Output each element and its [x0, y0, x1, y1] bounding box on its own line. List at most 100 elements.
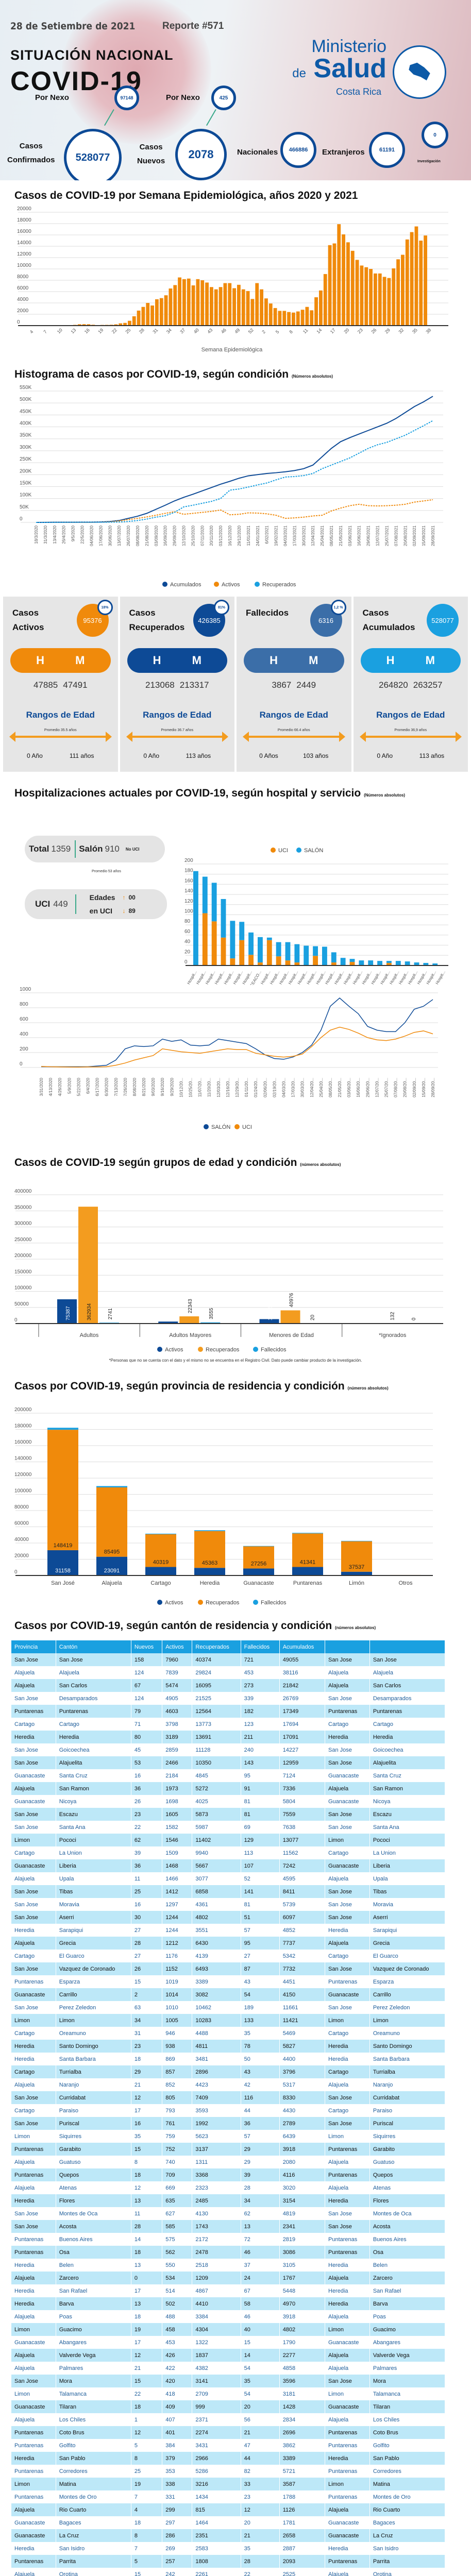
table-cell: 4430: [279, 2104, 326, 2117]
table-cell: 8: [131, 2452, 163, 2465]
hosp-bar-salón: [211, 883, 217, 922]
table-cell: Limon: [56, 2014, 131, 2027]
weekly-bar: [314, 297, 318, 326]
table-cell: Turrialba: [56, 2065, 131, 2078]
table-cell: Puntarenas: [325, 2246, 370, 2259]
weekly-bar: [241, 289, 245, 326]
table-cell: 56: [241, 2413, 280, 2426]
y-tick-label: 80: [184, 919, 191, 924]
weekly-bar: [119, 323, 123, 326]
table-cell: 22: [241, 2568, 280, 2576]
table-cell: 1509: [162, 1846, 193, 1859]
table-cell: 57: [241, 1924, 280, 1937]
table-cell: San Jose: [325, 1692, 370, 1705]
table-cell: Alajuela: [11, 2272, 56, 2284]
table-cell: 4905: [162, 1692, 193, 1705]
table-cell: 550: [162, 2259, 193, 2272]
table-cell: Naranjo: [369, 2078, 446, 2091]
table-cell: San Jose: [11, 1821, 56, 1834]
table-cell: San Jose: [11, 2001, 56, 2014]
table-cell: Montes de Oca: [56, 2207, 131, 2220]
table-cell: San Jose: [325, 1743, 370, 1756]
prov-bar-fallecidos: [96, 1486, 127, 1487]
table-cell: Puntarenas: [325, 1975, 370, 1988]
table-row: San Jose Tibas 25 1412 6858 141 8411 San Jose Ti…: [11, 1885, 446, 1898]
costa-rica-map-icon: [409, 62, 430, 81]
table-cell: 50: [241, 2053, 280, 2065]
age-range-values: 0 Años 103 años: [259, 752, 329, 759]
weekly-bar: [87, 324, 91, 326]
weekly-bar: [210, 287, 213, 326]
table-cell: Escazu: [56, 1808, 131, 1821]
prov-bar-recuperados: [47, 1430, 78, 1550]
table-cell: San Jose: [325, 1821, 370, 1834]
table-cell: Alajuela: [325, 2181, 370, 2194]
table-cell: 3431: [192, 2439, 241, 2452]
x-tick-label: 12/16/20...: [226, 1078, 230, 1097]
table-cell: 123: [241, 1718, 280, 1731]
table-row: Limon Matina 19 338 3216 33 3587 Limon Matina: [11, 2478, 446, 2490]
table-cell: 22: [131, 2387, 163, 2400]
table-cell: 44: [241, 2452, 280, 2465]
table-cell: 63: [131, 2001, 163, 2014]
table-cell: 11661: [279, 2001, 326, 2014]
y-tick-label: 400K: [20, 421, 32, 427]
table-cell: 16: [131, 2117, 163, 2130]
x-tick-label: Menores de Edad: [269, 1332, 314, 1338]
weekly-bar: [232, 288, 236, 326]
mujeres-label: M: [425, 654, 435, 667]
table-cell: La Cruz: [369, 2529, 446, 2542]
weekly-bar: [268, 303, 273, 326]
y-tick-label: 1000: [20, 987, 31, 992]
weekly-bar: [264, 298, 268, 326]
prov-bar-activos: [292, 1567, 323, 1575]
age-range-values: 0 Año 111 años: [27, 752, 94, 759]
card-title: Casos Recuperados: [129, 608, 185, 632]
table-cell: Corredores: [369, 2465, 446, 2478]
x-tick-label: 29/12/2020: [237, 525, 242, 546]
legend-dot: [157, 1347, 162, 1352]
legend-label: UCI: [278, 848, 288, 854]
hosp-bar-salón: [266, 937, 272, 940]
table-cell: Mora: [369, 2375, 446, 2387]
table-cell: 6858: [192, 1885, 241, 1898]
table-cell: 5448: [279, 2284, 326, 2297]
table-cell: 379: [162, 2452, 193, 2465]
x-tick-label: Alajuela: [102, 1580, 122, 1586]
table-row: San Jose Moravia 16 1297 4361 81 5739 San Jose M…: [11, 1898, 446, 1911]
x-tick-label: 12/04/2021: [311, 525, 315, 546]
table-cell: Aserri: [56, 1911, 131, 1924]
y-tick-label: 800: [20, 1002, 28, 1007]
table-cell: 1582: [162, 1821, 193, 1834]
table-row: Alajuela Guatuso 8 740 1311 29 2080 Alajuela Gua…: [11, 2156, 446, 2168]
table-cell: San Jose: [325, 2001, 370, 2014]
table-cell: 23: [131, 1808, 163, 1821]
table-cell: 1698: [162, 1795, 193, 1808]
table-cell: 29824: [192, 1666, 241, 1679]
hosp-bar-salón: [230, 921, 236, 959]
table-cell: 25: [131, 1885, 163, 1898]
data-label: 22343: [188, 1299, 193, 1313]
x-tick-label: 28/09/20...: [431, 1078, 435, 1097]
situacion-title: SITUACIÓN NACIONAL: [10, 47, 174, 63]
table-cell: Puntarenas: [325, 2143, 370, 2156]
table-cell: Limon: [11, 2014, 56, 2027]
legend-label: Acumulados: [170, 582, 201, 588]
weekly-bar: [337, 224, 341, 326]
data-label: 23091: [104, 1568, 120, 1574]
table-cell: El Guarco: [56, 1950, 131, 1962]
weekly-bar: [159, 298, 163, 326]
table-cell: San Jose: [369, 1653, 446, 1666]
x-tick-label: 8/08/2020: [132, 1077, 137, 1096]
column-header: Cantón: [56, 1640, 131, 1653]
table-cell: 5667: [192, 1859, 241, 1872]
x-tick-label: 16/06/2021: [357, 525, 362, 546]
weekly-bar: [223, 283, 227, 326]
table-cell: 2261: [192, 2568, 241, 2576]
data-label: 2741: [108, 1308, 113, 1320]
weekly-bar: [146, 303, 150, 326]
legend-label: Recuperados: [206, 1600, 240, 1606]
investigacion-label: Investigación: [417, 160, 441, 163]
table-cell: 27: [241, 1950, 280, 1962]
